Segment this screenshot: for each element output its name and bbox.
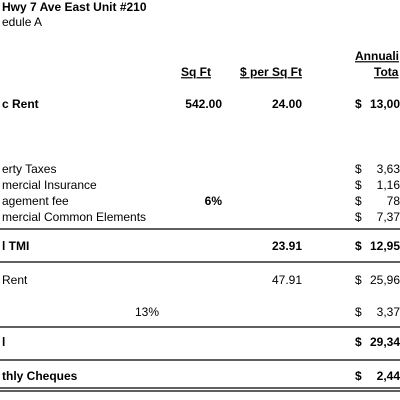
total: 2,44 — [377, 369, 400, 383]
total: 1,16 — [377, 178, 400, 192]
col-header: Annuali — [355, 49, 399, 63]
col-header: Tota — [374, 65, 399, 79]
sqft: 542.00 — [185, 97, 222, 111]
col-header: Sq Ft — [181, 65, 211, 79]
row-label: 13% — [135, 305, 159, 319]
currency: $ — [355, 194, 362, 208]
row-label: agement fee — [2, 194, 69, 208]
row-label: c Rent — [2, 97, 39, 111]
rate: 23.91 — [272, 239, 302, 253]
currency: $ — [355, 305, 362, 319]
total: 7,37 — [377, 210, 400, 224]
row-label: mercial Insurance — [2, 178, 97, 192]
rate: 47.91 — [272, 273, 302, 287]
row-label: Rent — [2, 273, 28, 287]
col-header: $ per Sq Ft — [240, 65, 302, 79]
row-label: mercial Common Elements — [2, 210, 146, 224]
row-label: thly Cheques — [2, 369, 78, 383]
total: 3,63 — [377, 162, 400, 176]
currency: $ — [355, 210, 362, 224]
total: 3,37 — [377, 305, 400, 319]
row-label: l — [2, 335, 5, 349]
total: 78 — [387, 194, 400, 208]
row-label: erty Taxes — [2, 162, 56, 176]
currency: $ — [355, 369, 362, 383]
currency: $ — [355, 273, 362, 287]
currency: $ — [355, 178, 362, 192]
total: 12,95 — [370, 239, 400, 253]
currency: $ — [355, 335, 362, 349]
subtitle: edule A — [2, 15, 42, 29]
rate: 24.00 — [272, 97, 302, 111]
currency: $ — [355, 239, 362, 253]
sqft: 6% — [205, 194, 223, 208]
total: 29,34 — [370, 335, 400, 349]
row-label: l TMI — [2, 239, 29, 253]
total: 13,00 — [370, 97, 400, 111]
title: Hwy 7 Ave East Unit #210 — [2, 0, 147, 14]
currency: $ — [355, 97, 362, 111]
currency: $ — [355, 162, 362, 176]
total: 25,96 — [370, 273, 400, 287]
